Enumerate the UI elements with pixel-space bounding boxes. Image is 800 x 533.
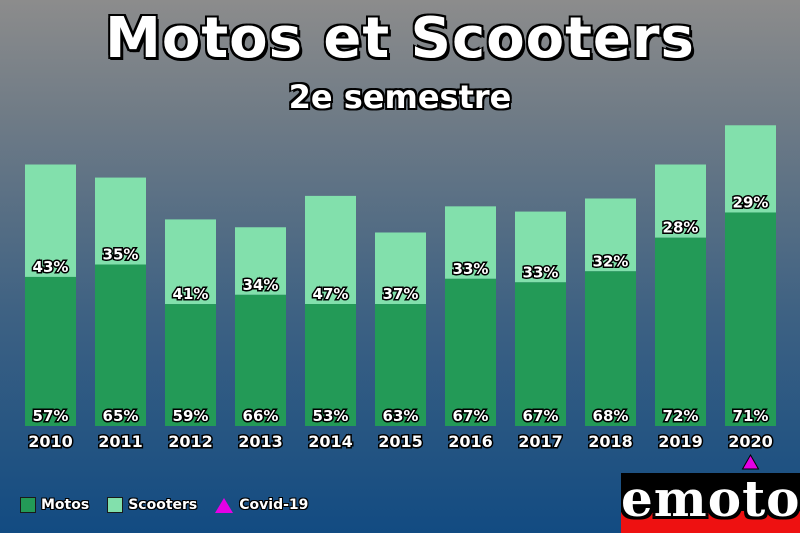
tick-label-2013: 2013 xyxy=(238,432,283,451)
bar-scooters-2015 xyxy=(375,232,426,305)
label-motos-2014: 53% xyxy=(313,407,349,425)
tick-label-2017: 2017 xyxy=(518,432,563,451)
covid-marker-2020 xyxy=(741,453,760,470)
legend: Motos Scooters Covid-19 xyxy=(20,497,326,513)
label-scooters-2012: 41% xyxy=(173,285,209,303)
label-motos-2010: 57% xyxy=(33,407,69,425)
tick-label-2015: 2015 xyxy=(378,432,423,451)
bar-scooters-2013 xyxy=(235,227,286,295)
bar-scooters-2018 xyxy=(585,198,636,272)
bar-scooters-2017 xyxy=(515,211,566,283)
bar-motos-2020 xyxy=(725,212,776,426)
label-motos-2012: 59% xyxy=(173,407,209,425)
legend-label-motos: Motos xyxy=(41,497,90,513)
label-motos-2013: 66% xyxy=(243,407,279,425)
chart-subtitle: 2e semestre xyxy=(288,78,512,116)
legend-item-covid: Covid-19 xyxy=(215,497,308,513)
label-scooters-2010: 43% xyxy=(33,258,69,276)
bar-motos-2014 xyxy=(305,304,356,426)
label-motos-2016: 67% xyxy=(453,407,489,425)
tick-label-2016: 2016 xyxy=(448,432,493,451)
bar-motos-2012 xyxy=(165,304,216,426)
label-scooters-2014: 47% xyxy=(313,285,349,303)
label-scooters-2020: 29% xyxy=(733,193,769,211)
bar-scooters-2010 xyxy=(25,164,76,277)
label-scooters-2011: 35% xyxy=(103,246,139,264)
emoto-logo: emoto xyxy=(621,473,800,533)
bar-motos-2018 xyxy=(585,271,636,426)
covid-triangle-icon xyxy=(215,497,234,513)
legend-label-scooters: Scooters xyxy=(128,497,198,513)
label-motos-2019: 72% xyxy=(663,407,699,425)
legend-swatch-scooters xyxy=(107,497,124,513)
label-motos-2017: 67% xyxy=(523,407,559,425)
logo-text: emoto xyxy=(621,473,800,528)
label-motos-2011: 65% xyxy=(103,407,139,425)
bar-scooters-2011 xyxy=(95,177,146,265)
tick-label-2018: 2018 xyxy=(588,432,633,451)
legend-label-covid: Covid-19 xyxy=(239,497,309,513)
legend-swatch-motos xyxy=(20,497,36,513)
label-motos-2018: 68% xyxy=(593,407,629,425)
bar-scooters-2016 xyxy=(445,206,496,279)
legend-item-scooters: Scooters xyxy=(107,497,197,513)
legend-item-motos: Motos xyxy=(20,497,89,513)
bar-motos-2015 xyxy=(375,304,426,426)
tick-label-2012: 2012 xyxy=(168,432,213,451)
tick-label-2014: 2014 xyxy=(308,432,353,451)
bar-scooters-2014 xyxy=(305,195,356,305)
label-scooters-2019: 28% xyxy=(663,219,699,237)
label-scooters-2018: 32% xyxy=(593,252,629,270)
bar-motos-2010 xyxy=(25,276,76,426)
tick-label-2019: 2019 xyxy=(658,432,703,451)
tick-label-2020: 2020 xyxy=(728,432,773,451)
bar-motos-2017 xyxy=(515,282,566,426)
label-scooters-2016: 33% xyxy=(453,260,489,278)
label-scooters-2015: 37% xyxy=(383,285,419,303)
label-scooters-2013: 34% xyxy=(243,276,279,294)
bar-scooters-2020 xyxy=(725,125,776,213)
label-scooters-2017: 33% xyxy=(523,263,559,281)
bar-motos-2016 xyxy=(445,278,496,426)
chart-title: Motos et Scooters xyxy=(105,6,695,71)
bar-scooters-2019 xyxy=(655,164,706,238)
label-motos-2020: 71% xyxy=(733,407,769,425)
bar-motos-2011 xyxy=(95,264,146,426)
label-motos-2015: 63% xyxy=(383,407,419,425)
stacked-bar-chart: 57% 43% 2010 65% 35% 2011 59% 41% 2012 66% 34% 2013… xyxy=(25,125,776,470)
bar-scooters-2012 xyxy=(165,219,216,305)
tick-label-2011: 2011 xyxy=(98,432,143,451)
logo-red-band xyxy=(621,511,800,533)
bar-motos-2019 xyxy=(655,237,706,426)
tick-label-2010: 2010 xyxy=(28,432,73,451)
bar-motos-2013 xyxy=(235,294,286,426)
